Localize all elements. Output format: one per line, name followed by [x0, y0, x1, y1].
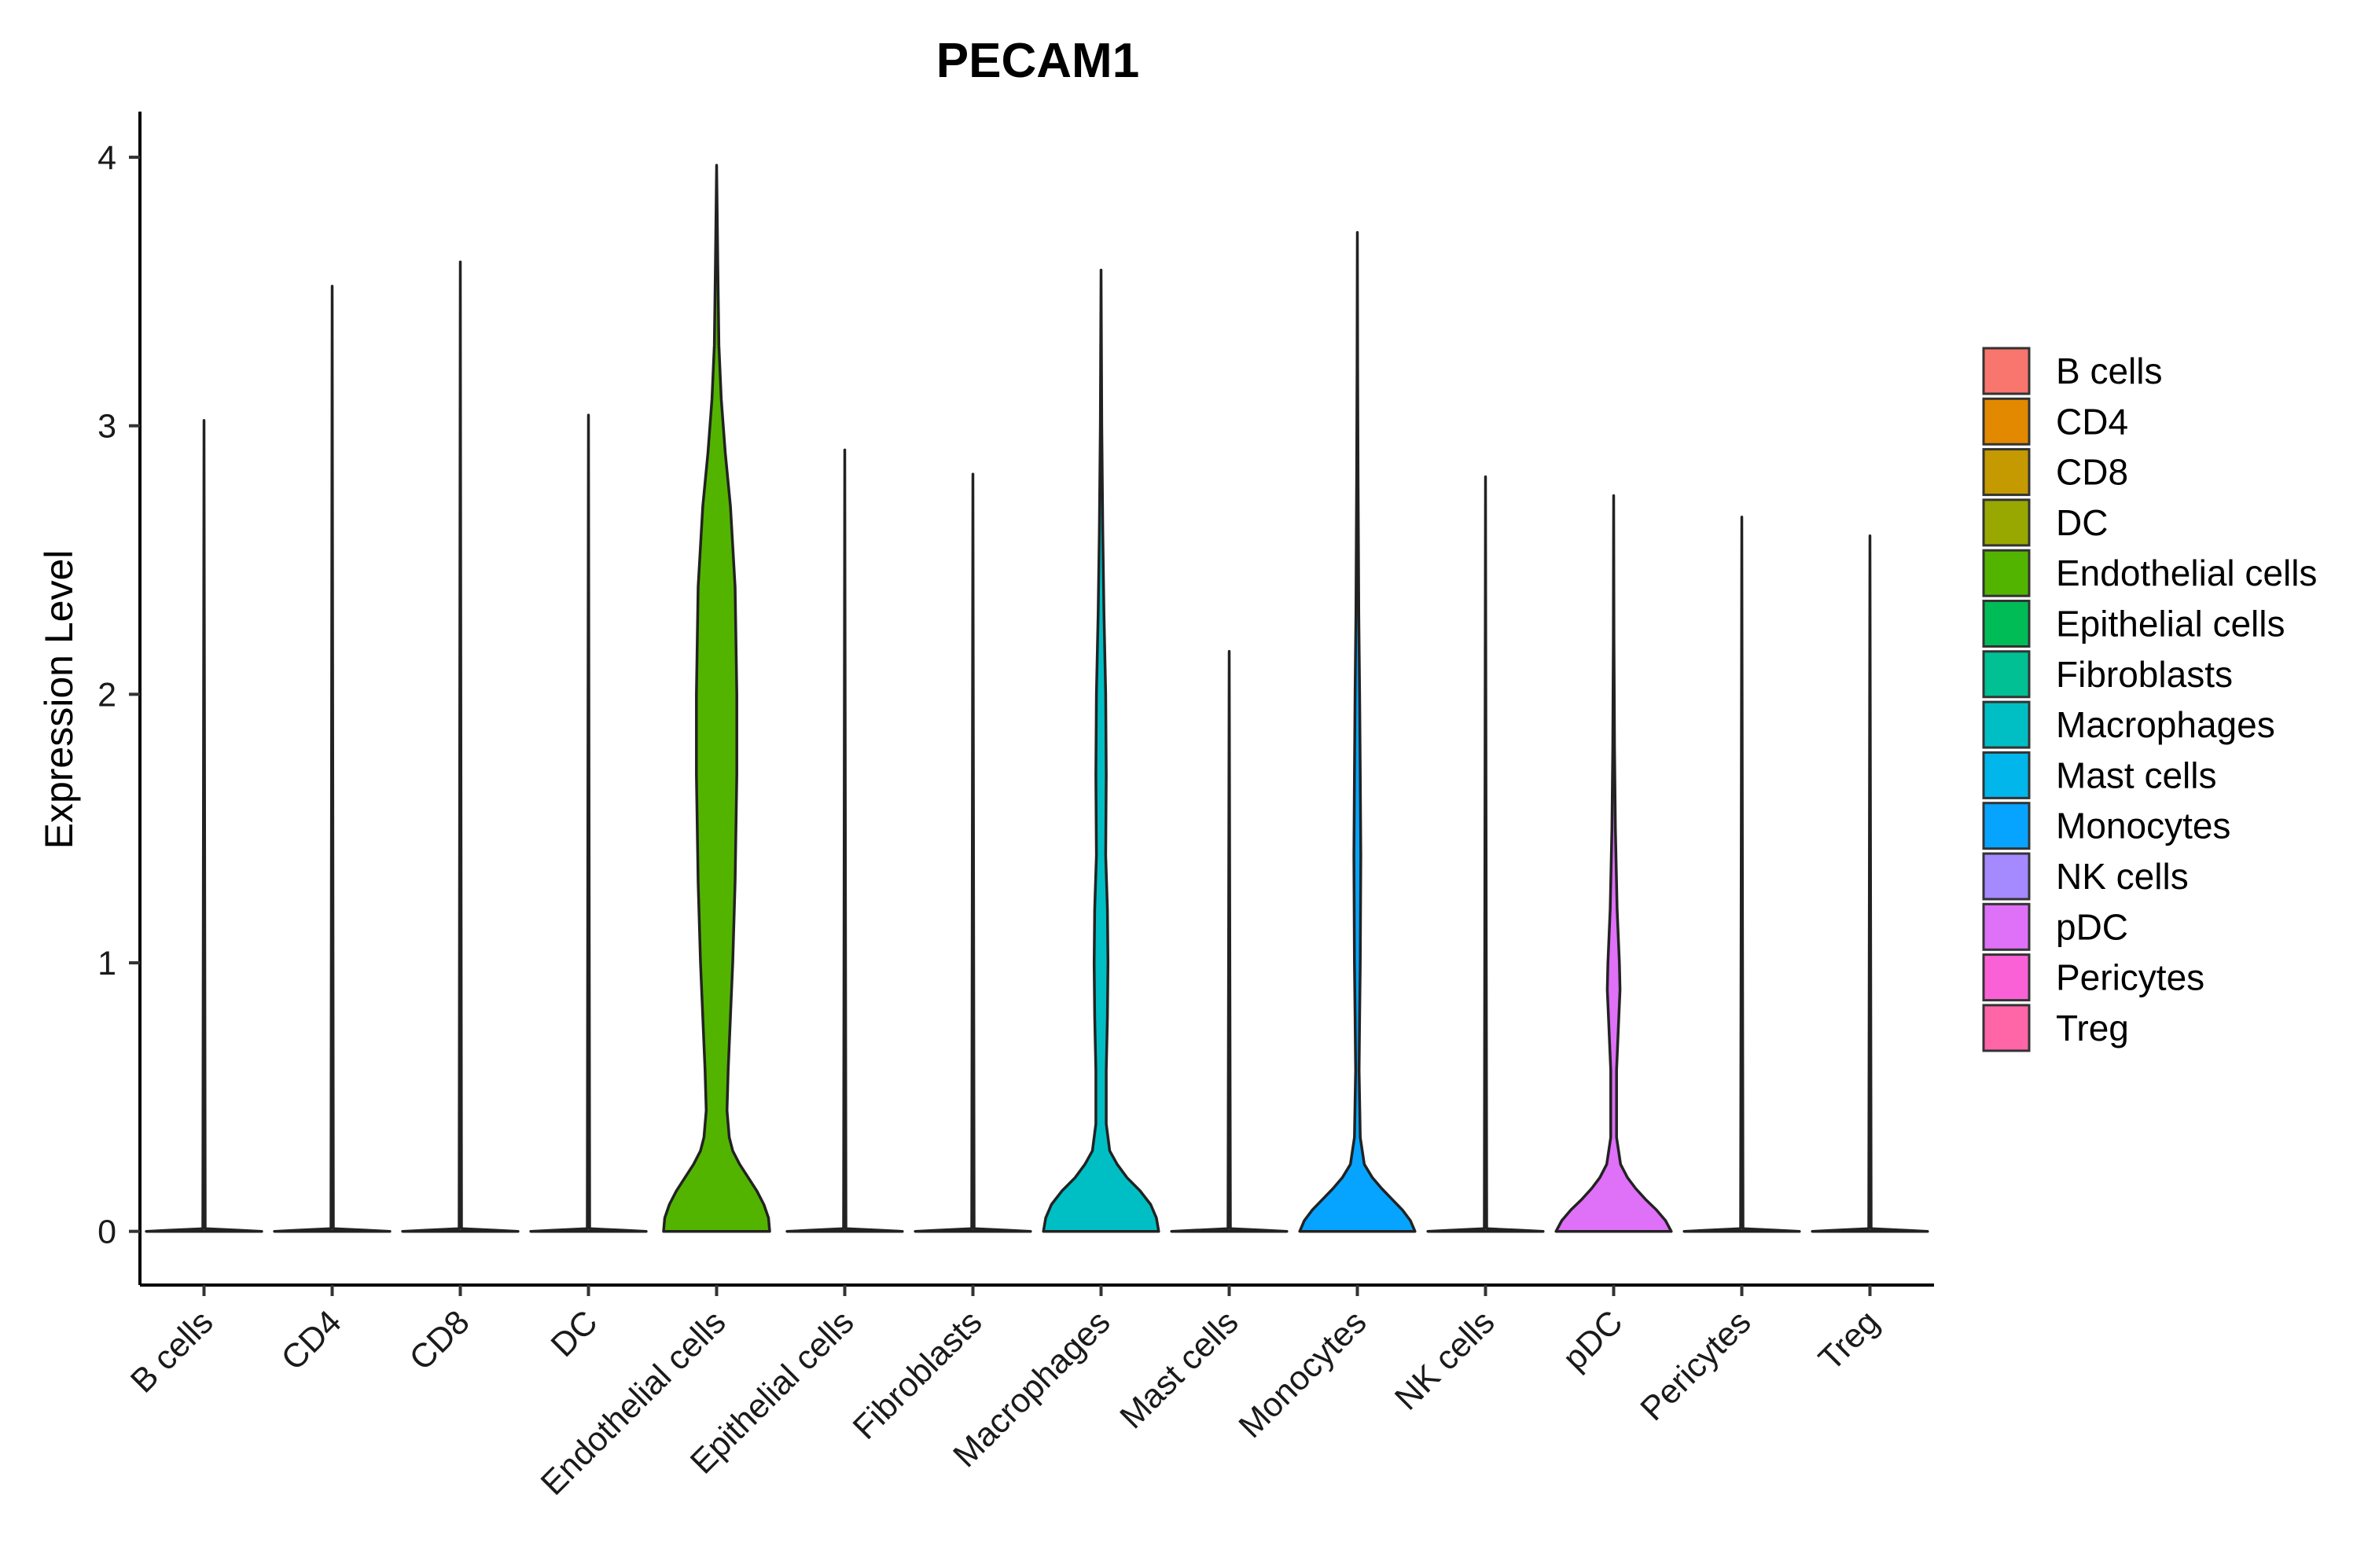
legend-label: Fibroblasts — [2056, 654, 2233, 695]
legend-label: Treg — [2056, 1008, 2129, 1048]
legend-label: Macrophages — [2056, 704, 2275, 745]
violin-fibroblasts — [914, 472, 1032, 1233]
x-tick-label: Pericytes — [1634, 1303, 1759, 1428]
legend-label: Endothelial cells — [2056, 553, 2317, 593]
violin-group — [145, 163, 1929, 1233]
legend-key — [1982, 549, 2031, 597]
x-tick-label: Monocytes — [1232, 1303, 1374, 1445]
violin-nk-cells — [1426, 475, 1545, 1233]
y-tick-label: 1 — [97, 945, 116, 982]
legend-key — [1982, 600, 2031, 648]
y-axis: 0 1 2 3 4 — [97, 112, 142, 1285]
x-tick-label: DC — [544, 1303, 605, 1364]
legend-label: CD4 — [2056, 401, 2128, 442]
legend-key — [1982, 650, 2031, 699]
legend-key — [1982, 802, 2031, 850]
legend-key — [1982, 498, 2031, 547]
violin-pericytes — [1682, 516, 1801, 1233]
legend-key — [1982, 1004, 2031, 1052]
violin-b-cells — [145, 419, 263, 1233]
legend-label: CD8 — [2056, 452, 2128, 493]
legend-key — [1982, 902, 2031, 951]
y-tick-label: 2 — [97, 676, 116, 714]
y-tick-label: 0 — [97, 1214, 116, 1251]
legend-label: Mast cells — [2056, 755, 2216, 795]
x-tick-label: CD8 — [403, 1303, 477, 1378]
chart-title: PECAM1 — [936, 34, 1139, 88]
legend-key — [1982, 751, 2031, 799]
legend-label: Monocytes — [2056, 806, 2230, 846]
violin-macrophages — [1042, 268, 1160, 1233]
legend-label: Pericytes — [2056, 957, 2204, 998]
x-tick-label: pDC — [1556, 1303, 1631, 1378]
legend: B cells CD4 CD8 DC Endothelial cells Epitheli… — [1982, 347, 2317, 1052]
violin-cd8 — [401, 260, 520, 1233]
x-tick-label: CD4 — [274, 1303, 349, 1378]
legend-label: Epithelial cells — [2056, 604, 2285, 644]
legend-key — [1982, 953, 2031, 1002]
x-tick-label: NK cells — [1388, 1303, 1502, 1417]
legend-key — [1982, 852, 2031, 901]
violin-cd4 — [273, 285, 392, 1233]
legend-key — [1982, 700, 2031, 749]
x-tick-label: B cells — [123, 1303, 221, 1401]
legend-label: DC — [2056, 502, 2108, 543]
violin-pdc — [1554, 494, 1673, 1233]
violin-dc — [529, 413, 648, 1233]
legend-key — [1982, 347, 2031, 395]
legend-key — [1982, 397, 2031, 446]
y-axis-title: Expression Level — [37, 550, 81, 850]
violin-treg — [1811, 534, 1929, 1233]
y-tick-label: 3 — [97, 408, 116, 446]
legend-key — [1982, 448, 2031, 497]
violin-monocytes — [1298, 230, 1417, 1233]
violin-mast-cells — [1170, 649, 1289, 1233]
legend-label: B cells — [2056, 351, 2162, 391]
legend-label: pDC — [2056, 906, 2128, 947]
y-tick-label: 4 — [97, 139, 116, 177]
violin-epithelial-cells — [785, 448, 904, 1233]
violin-endothelial-cells — [662, 163, 771, 1233]
x-tick-label: Mast cells — [1112, 1303, 1245, 1436]
legend-label: NK cells — [2056, 856, 2189, 897]
x-tick-label: Treg — [1811, 1303, 1886, 1378]
